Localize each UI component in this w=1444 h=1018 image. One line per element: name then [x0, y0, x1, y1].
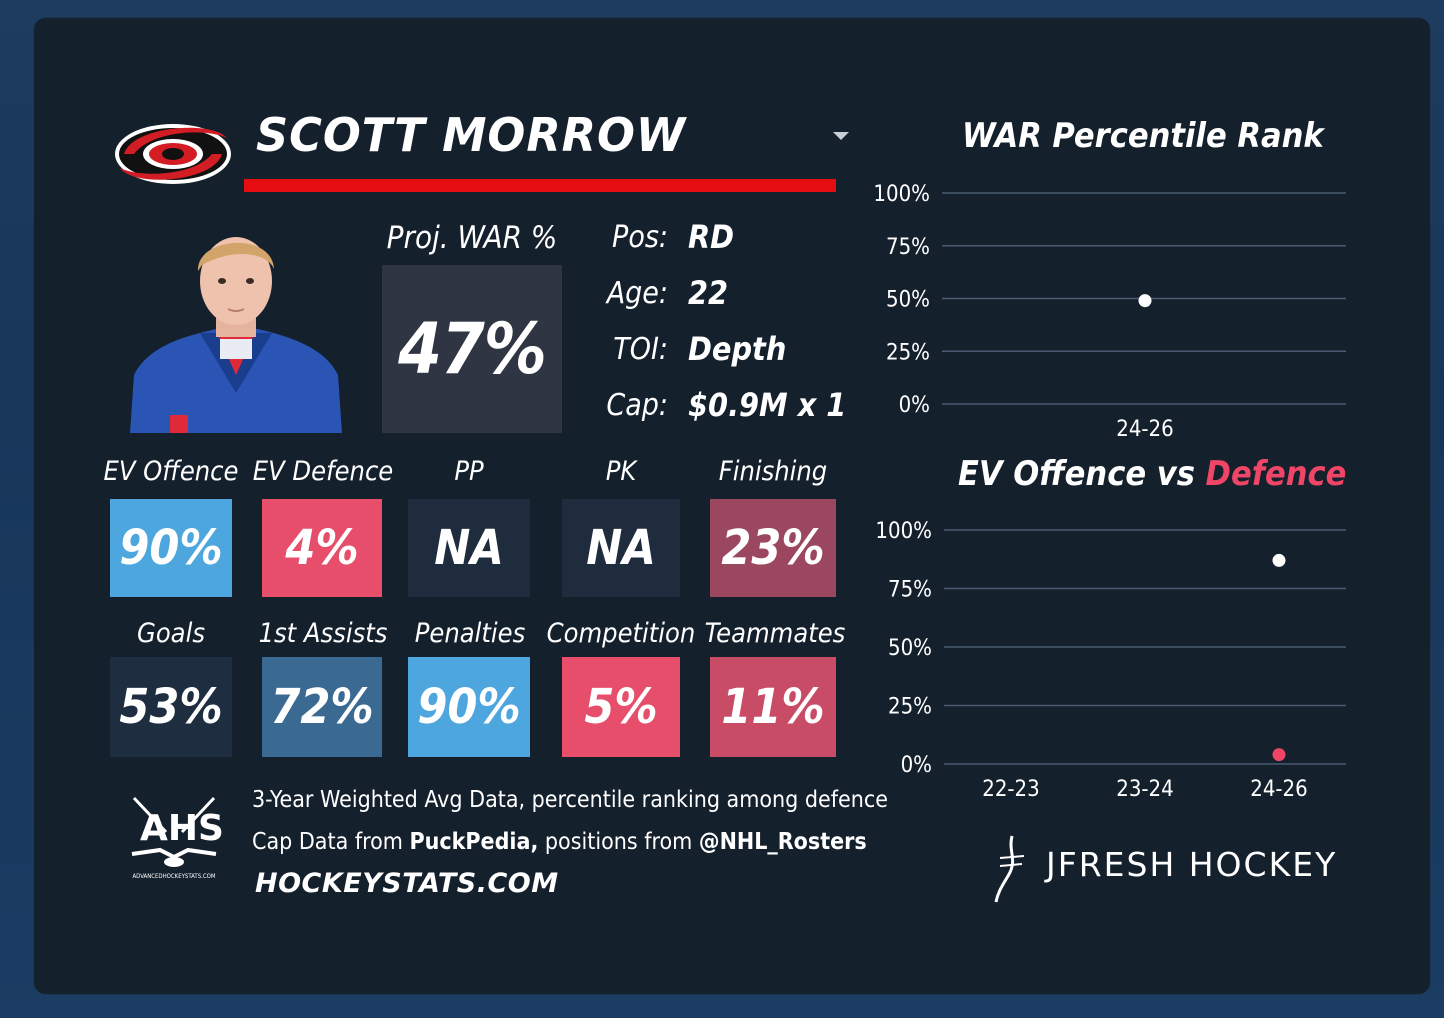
ev-chart-x-tick: 23-24 — [1116, 777, 1174, 802]
ahs-logo-text: AHS — [140, 808, 224, 849]
info-value-toi: Depth — [688, 330, 787, 368]
ahs-sticks-icon — [131, 796, 217, 867]
stat-box-goals: 53% — [110, 657, 232, 757]
info-value-age: 22 — [688, 274, 729, 312]
stat-label-teammates: Teammates — [704, 618, 846, 649]
war-chart-y-tick: 100% — [873, 182, 930, 207]
stat-value-pp: NA — [434, 520, 504, 576]
stat-value-teammates: 11% — [721, 679, 825, 735]
ev-chart-point — [1272, 748, 1286, 762]
stat-value-pk: NA — [586, 520, 656, 576]
info-label-toi: TOI: — [613, 332, 668, 367]
ev-chart-title: EV Offence vs Defence — [958, 454, 1346, 494]
footer-puckpedia: PuckPedia, — [409, 829, 539, 855]
stat-value-ev-defence: 4% — [285, 520, 359, 576]
stat-box-ev-defence: 4% — [262, 499, 382, 597]
war-chart-y-tick: 25% — [886, 340, 930, 365]
team-color-bar — [244, 179, 836, 192]
hurricanes-logo-icon — [115, 124, 231, 184]
stat-value-penalties: 90% — [417, 679, 521, 735]
ev-chart-point — [1272, 553, 1286, 567]
stat-box-teammates: 11% — [710, 657, 836, 757]
proj-war-label: Proj. WAR % — [386, 220, 558, 256]
stat-label-goals: Goals — [137, 618, 205, 649]
proj-war-box: 47% — [382, 265, 562, 433]
info-label-cap: Cap: — [606, 388, 668, 423]
footer-source-note: Cap Data from PuckPedia, positions from … — [252, 829, 867, 855]
stat-value-finishing: 23% — [721, 520, 825, 576]
stat-label-ev-defence: EV Defence — [252, 456, 394, 487]
info-label-pos: Pos: — [612, 220, 668, 255]
stat-value-competition: 5% — [584, 679, 658, 735]
ev-chart-x-tick: 22-23 — [982, 777, 1040, 802]
footer-cap-prefix: Cap Data from — [252, 829, 410, 855]
ev-chart-y-tick: 25% — [888, 695, 932, 720]
info-value-pos: RD — [688, 218, 735, 256]
war-percentile-chart: 100% 75% 50% 25% 0% 24-26 — [873, 182, 1346, 442]
stat-box-finishing: 23% — [710, 499, 836, 597]
stat-value-goals: 53% — [119, 679, 223, 735]
jfresh-logo-icon — [994, 835, 1025, 903]
stat-box-pp: NA — [408, 499, 530, 597]
stat-value-1st-assists: 72% — [270, 679, 374, 735]
ev-chart-title-offence: EV Offence — [958, 454, 1147, 494]
footer-nhl-rosters: @NHL_Rosters — [698, 829, 867, 855]
war-chart-x-tick: 24-26 — [1116, 417, 1174, 442]
footer-data-note: 3-Year Weighted Avg Data, percentile ran… — [252, 787, 888, 813]
stat-label-competition: Competition — [546, 618, 696, 649]
ev-chart-x-tick: 24-26 — [1250, 777, 1308, 802]
war-chart-y-tick: 75% — [886, 235, 930, 260]
stat-box-1st-assists: 72% — [262, 657, 382, 757]
ev-chart-y-tick: 75% — [888, 578, 932, 603]
stat-label-ev-offence: EV Offence — [103, 456, 239, 487]
war-chart-point — [1138, 294, 1152, 308]
war-chart-title: WAR Percentile Rank — [962, 116, 1324, 156]
ev-chart-y-tick: 0% — [901, 753, 932, 778]
hockeystats-site: HOCKEYSTATS.COM — [255, 868, 559, 899]
stat-label-finishing: Finishing — [718, 456, 828, 487]
ev-chart-y-tick: 100% — [875, 519, 932, 544]
proj-war-value: 47% — [398, 308, 547, 390]
ev-chart-title-vs: vs — [1146, 454, 1206, 494]
stat-label-1st-assists: 1st Assists — [258, 618, 388, 649]
stat-label-penalties: Penalties — [414, 618, 526, 649]
war-chart-y-tick: 50% — [886, 288, 930, 313]
stat-box-penalties: 90% — [408, 657, 530, 757]
ev-offence-defence-chart: 100% 75% 50% 25% 0% 22-23 23-24 24-26 — [875, 519, 1346, 802]
stat-label-pp: PP — [454, 456, 484, 487]
stat-box-pk: NA — [562, 499, 680, 597]
ev-chart-title-defence: Defence — [1205, 454, 1347, 494]
player-select-chevron-down-icon[interactable] — [833, 132, 849, 140]
jfresh-hockey-brand: JFRESH HOCKEY — [1046, 845, 1338, 884]
info-label-age: Age: — [606, 276, 668, 311]
stat-label-pk: PK — [605, 456, 637, 487]
footer-positions-prefix: positions from — [538, 829, 699, 855]
player-headshot — [130, 237, 342, 433]
info-value-cap: $0.9M x 1 — [688, 386, 847, 424]
stat-box-ev-offence: 90% — [110, 499, 232, 597]
ev-chart-y-tick: 50% — [888, 636, 932, 661]
stat-box-competition: 5% — [562, 657, 680, 757]
war-chart-y-tick: 0% — [899, 393, 930, 418]
player-name: SCOTT MORROW — [256, 108, 687, 162]
ahs-logo-url: ADVANCEDHOCKEYSTATS.COM — [132, 873, 216, 880]
stat-value-ev-offence: 90% — [119, 520, 223, 576]
